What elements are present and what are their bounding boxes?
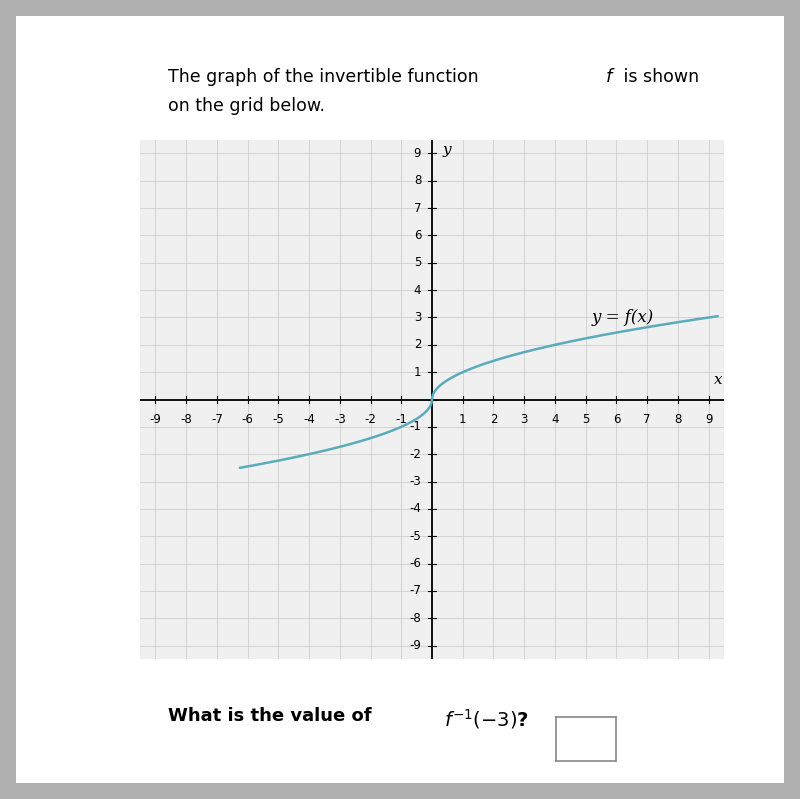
Text: -5: -5 [410,530,422,543]
Text: x: x [714,373,722,388]
Text: -9: -9 [410,639,422,652]
Text: -4: -4 [303,413,315,426]
Text: -1: -1 [410,420,422,433]
Text: is shown: is shown [618,68,699,86]
Text: 4: 4 [414,284,422,296]
Text: 7: 7 [643,413,651,426]
Text: 9: 9 [414,147,422,160]
Text: -2: -2 [365,413,377,426]
Text: $f$: $f$ [605,68,615,86]
Text: 2: 2 [414,338,422,352]
Text: -3: -3 [410,475,422,488]
Text: The graph of the invertible function: The graph of the invertible function [168,68,484,86]
Text: -2: -2 [410,447,422,461]
Text: -9: -9 [150,413,162,426]
Text: -1: -1 [395,413,407,426]
Text: 9: 9 [705,413,712,426]
Text: 6: 6 [414,229,422,242]
Text: What is the value of: What is the value of [168,707,378,725]
Text: -6: -6 [242,413,254,426]
Text: 1: 1 [459,413,466,426]
Text: 8: 8 [674,413,682,426]
Text: 8: 8 [414,174,422,187]
Text: on the grid below.: on the grid below. [168,97,325,116]
Text: 3: 3 [521,413,528,426]
Text: 7: 7 [414,201,422,215]
Text: y = f(x): y = f(x) [592,308,654,326]
Text: 5: 5 [414,256,422,269]
Text: 6: 6 [613,413,620,426]
Text: -5: -5 [273,413,284,426]
Text: 5: 5 [582,413,590,426]
Text: -7: -7 [410,584,422,598]
Text: 1: 1 [414,366,422,379]
Text: 2: 2 [490,413,498,426]
Text: -3: -3 [334,413,346,426]
Text: -8: -8 [180,413,192,426]
Text: -4: -4 [410,503,422,515]
Text: y: y [442,142,451,157]
Text: -6: -6 [410,557,422,570]
Text: -8: -8 [410,612,422,625]
Text: 3: 3 [414,311,422,324]
Text: 4: 4 [551,413,558,426]
Text: -7: -7 [211,413,222,426]
Text: $f^{-1}(-3)$?: $f^{-1}(-3)$? [444,707,529,731]
